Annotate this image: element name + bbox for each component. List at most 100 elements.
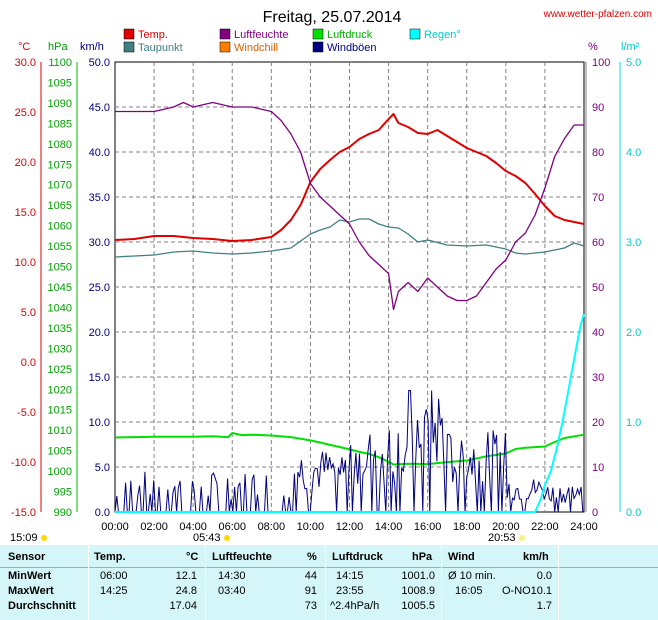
x-tick-label: 02:00 (140, 521, 168, 533)
x-tick-label: 22:00 (531, 521, 559, 533)
pressure-tick-label: 1100 (48, 57, 72, 69)
unit-rain: l/m² (621, 41, 640, 53)
press-trend: ^2.4hPa/h (330, 600, 380, 612)
series-line-temp (114, 113, 585, 242)
wind-tick-label: 35.0 (89, 192, 110, 204)
col-divider (558, 545, 559, 620)
pressure-tick-label: 1015 (48, 405, 72, 417)
wind-tick-label: 20.0 (89, 327, 110, 339)
temp-value: 24.8 (175, 585, 197, 597)
legend-swatch (219, 28, 231, 40)
site-link[interactable]: www.wetter-pfalzen.com (543, 9, 652, 20)
wind-tick-label: 0.0 (95, 507, 110, 519)
pressure-tick-label: 1000 (48, 466, 72, 478)
pressure-tick-label: 1035 (48, 323, 72, 335)
col-divider (88, 545, 89, 620)
hdr-hum: Luftfeuchte (212, 551, 272, 563)
rain-tick-label: 3.0 (626, 237, 641, 249)
x-tick-label: 06:00 (218, 521, 246, 533)
pressure-tick-label: 1095 (48, 77, 72, 89)
row-label: Durchschnitt (8, 600, 76, 612)
rain-tick-label: 0.0 (626, 507, 641, 519)
humidity-tick-label: 100 (592, 57, 610, 69)
legend-label: Taupunkt (138, 42, 183, 54)
x-tick-label: 16:00 (414, 521, 442, 533)
pressure-tick-label: 1050 (48, 262, 72, 274)
wind-tick-label: 50.0 (89, 57, 110, 69)
humidity-tick-label: 20 (592, 417, 604, 429)
hdr-temp: Temp. (94, 551, 126, 563)
temp-tick-label: 10.0 (15, 257, 36, 269)
series-line-regen (115, 313, 585, 513)
wind-direction: O-NO (502, 585, 531, 597)
series-line-windboeen (114, 390, 584, 513)
wind-tick-label: 15.0 (89, 372, 110, 384)
wind-tick-label: 5.0 (95, 462, 110, 474)
rain-tick-label: 1.0 (626, 417, 641, 429)
hum-time: 03:40 (218, 585, 246, 597)
x-tick-label: 04:00 (179, 521, 207, 533)
unit-temp: °C (18, 41, 30, 53)
hdr-press: Luftdruck (332, 551, 383, 563)
legend-swatch (312, 41, 324, 53)
stats-table: Sensor Temp. °C Luftfeuchte % Luftdruck … (0, 545, 658, 620)
pressure-tick-label: 1010 (48, 425, 72, 437)
temp-tick-label: -5.0 (17, 407, 36, 419)
sun-icon (41, 535, 47, 541)
wind-time: 16:05 (455, 585, 483, 597)
hdr-wind: Wind (448, 551, 475, 563)
legend-swatch (123, 41, 135, 53)
hdr-wind-unit: km/h (523, 551, 549, 563)
pressure-tick-label: 1025 (48, 364, 72, 376)
x-tick-label: 18:00 (453, 521, 481, 533)
pressure-tick-label: 1060 (48, 221, 72, 233)
wind-value: 1.7 (536, 600, 552, 612)
legend-label: Luftfeuchte (234, 29, 288, 41)
hum-value: 91 (304, 585, 317, 597)
row-label: MaxWert (8, 585, 54, 597)
humidity-tick-label: 50 (592, 282, 604, 294)
moon-icon (519, 535, 525, 541)
humidity-tick-label: 60 (592, 237, 604, 249)
unit-wind: km/h (80, 41, 104, 53)
pressure-tick-label: 1020 (48, 384, 72, 396)
legend-label: Luftdruck (327, 29, 373, 41)
legend-label: Windböen (327, 42, 377, 54)
x-tick-label: 08:00 (258, 521, 286, 533)
temp-tick-label: 30.0 (15, 57, 36, 69)
pressure-tick-label: 1005 (48, 446, 72, 458)
pressure-tick-label: 1070 (48, 180, 72, 192)
pressure-tick-label: 1065 (48, 200, 72, 212)
chart-title: Freitag, 25.07.2014 (263, 9, 402, 26)
humidity-tick-label: 40 (592, 327, 604, 339)
x-tick-label: 24:00 (570, 521, 598, 533)
legend-swatch (409, 28, 421, 40)
press-time: 23:55 (336, 585, 364, 597)
series-line-taupunkt (114, 218, 585, 258)
sunrise-label: 05:43 (193, 532, 221, 544)
pressure-tick-label: 1030 (48, 343, 72, 355)
x-tick-label: 14:00 (375, 521, 403, 533)
pressure-tick-label: 1040 (48, 302, 72, 314)
sunrise-icon (224, 535, 230, 541)
x-tick-label: 10:00 (297, 521, 325, 533)
temp-tick-label: 20.0 (15, 157, 36, 169)
pressure-tick-label: 1080 (48, 139, 72, 151)
temp-tick-label: -15.0 (11, 507, 36, 519)
legend-label: Windchill (234, 42, 278, 54)
wind-tick-label: 30.0 (89, 237, 110, 249)
stats-header: Sensor Temp. °C Luftfeuchte % Luftdruck … (0, 545, 658, 568)
col-divider (205, 545, 206, 620)
left-time-label: 15:09 (10, 532, 38, 544)
rain-tick-label: 5.0 (626, 57, 641, 69)
temp-tick-label: 25.0 (15, 107, 36, 119)
press-value: 1005.5 (401, 600, 435, 612)
humidity-tick-label: 30 (592, 372, 604, 384)
legend-swatch (123, 28, 135, 40)
series-line-luftfeuchte (115, 101, 584, 311)
humidity-tick-label: 90 (592, 102, 604, 114)
temp-value: 12.1 (175, 570, 197, 582)
pressure-tick-label: 1045 (48, 282, 72, 294)
wind-value: 10.1 (530, 585, 552, 597)
hum-time: 14:30 (218, 570, 246, 582)
